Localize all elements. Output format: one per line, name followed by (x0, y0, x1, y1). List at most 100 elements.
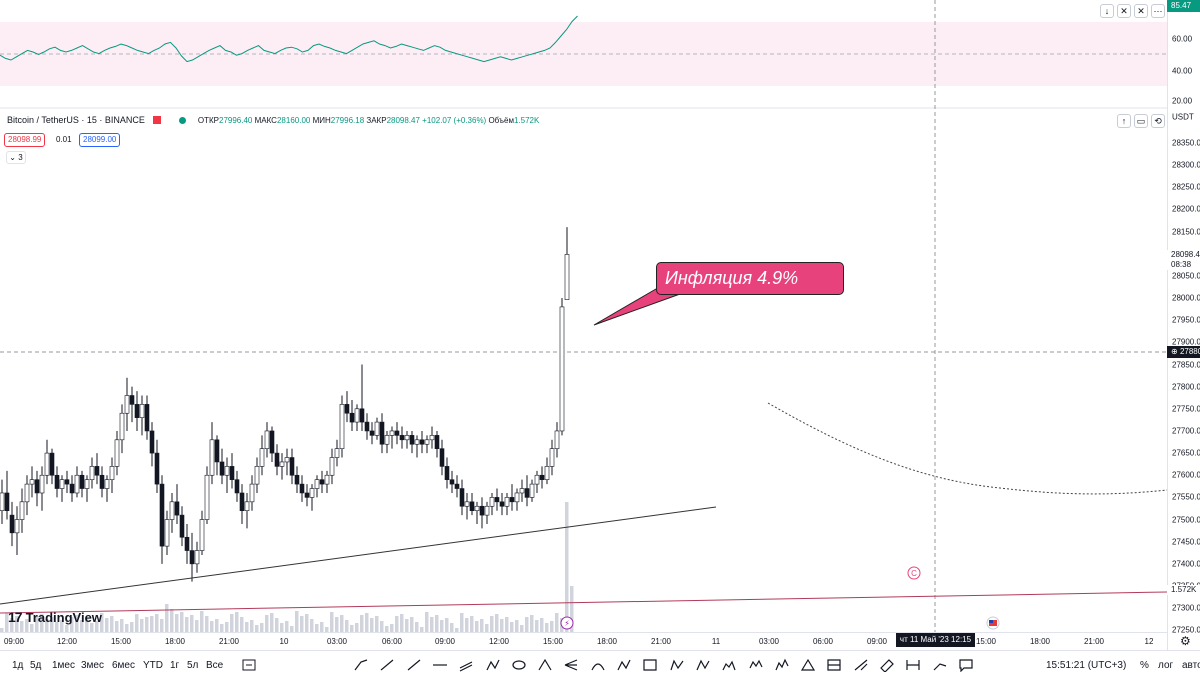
head-shoulders-icon[interactable] (720, 656, 738, 674)
settings-gear-icon[interactable]: ⚙ (1180, 634, 1191, 648)
plus-icon: ⊕ (1171, 347, 1180, 356)
candle-body (139, 404, 145, 418)
rsi-more-button[interactable]: ⋯ (1151, 4, 1165, 18)
candle-body (114, 439, 120, 467)
candle-body (509, 497, 515, 503)
goto-date-icon[interactable] (240, 656, 258, 674)
price-tick: 27550.00 (1172, 492, 1200, 502)
trend-line-support[interactable] (0, 506, 717, 605)
symbol-legend[interactable]: Bitcoin / TetherUS · 15 · BINANCE ОТКР27… (7, 115, 539, 125)
long-position-icon[interactable] (825, 656, 843, 674)
price-tick: 27750.00 (1172, 404, 1200, 414)
horizontal-line-icon[interactable] (431, 656, 449, 674)
timeframe-button[interactable]: 6мес (112, 660, 135, 671)
low-label: МИН (312, 115, 331, 125)
polyline-icon[interactable] (536, 656, 554, 674)
indicators-collapse-button[interactable]: ⌄ 3 (6, 151, 26, 164)
rsi-level-60: 60.00 (1172, 34, 1193, 44)
comment-icon[interactable] (957, 656, 975, 674)
volume-bar (270, 613, 274, 632)
lightning-glyph: ⚡ (564, 619, 570, 628)
pen-tool-icon[interactable] (352, 656, 370, 674)
abcd-icon[interactable] (694, 656, 712, 674)
candle-body (364, 421, 370, 432)
candle-body (539, 474, 545, 480)
volume-bar (300, 616, 304, 632)
volume-bar (470, 616, 474, 632)
projection-curve[interactable] (767, 402, 1167, 495)
clock-label[interactable]: 15:51:21 (UTC+3) (1046, 660, 1127, 671)
candle-body (394, 430, 400, 436)
time-tick: 12 (1144, 637, 1154, 646)
trend-line-icon[interactable] (378, 656, 396, 674)
triangle-icon[interactable] (799, 656, 817, 674)
rsi-close-button[interactable]: ✕ (1134, 4, 1148, 18)
time-tick: 21:00 (218, 637, 240, 646)
pane-restore-button[interactable]: ⟲ (1151, 114, 1165, 128)
log-toggle[interactable]: лог (1158, 660, 1174, 671)
candle-body (184, 536, 190, 551)
candle-body (224, 466, 230, 476)
rsi-move-down-button[interactable]: ↓ (1100, 4, 1114, 18)
price-tick: 28250.00 (1172, 182, 1200, 192)
inflation-callout[interactable]: Инфляция 4.9% (656, 262, 844, 295)
path-icon[interactable] (484, 656, 502, 674)
xabcd-icon[interactable] (668, 656, 686, 674)
time-axis[interactable]: 09:00 12:00 15:00 18:00 21:00 10 03:00 06:00 09:… (0, 632, 1167, 650)
bid-price-box[interactable]: 28098.99 (4, 133, 46, 147)
volume-bar (520, 625, 524, 632)
projection-icon[interactable] (852, 656, 870, 674)
trend-line-red[interactable] (0, 591, 1167, 614)
timeframe-button[interactable]: 3мес (81, 660, 104, 671)
volume-bars (0, 502, 574, 632)
timeframe-button[interactable]: YTD (143, 660, 163, 671)
volume-bar (455, 628, 459, 632)
timeframe-button[interactable]: 1д (12, 660, 24, 671)
channel-icon[interactable] (457, 656, 475, 674)
wave-icon[interactable] (747, 656, 765, 674)
volume-bar (525, 617, 529, 632)
candle-body (499, 501, 505, 507)
volume-bar (140, 619, 144, 632)
zigzag-icon[interactable] (615, 656, 633, 674)
volume-bar (570, 586, 574, 632)
event-lightning-icon[interactable] (560, 616, 574, 630)
currency-label[interactable]: USDT (1172, 112, 1194, 122)
percent-toggle[interactable]: % (1140, 660, 1149, 671)
pitchfork-icon[interactable] (562, 656, 580, 674)
elliott-icon[interactable] (773, 656, 791, 674)
timeframe-button[interactable]: 1мес (52, 660, 75, 671)
candle-body (179, 514, 185, 538)
pane-move-up-button[interactable]: ↑ (1117, 114, 1131, 128)
tradingview-logo[interactable]: 17 TradingView (8, 609, 102, 625)
price-scale[interactable]: 60.00 40.00 20.00 USDT 28350.00 28300.00 2… (1167, 0, 1200, 650)
ray-icon[interactable] (405, 656, 423, 674)
timeframe-button[interactable]: 1г (170, 660, 180, 671)
pane-maximize-button[interactable]: ▭ (1134, 114, 1148, 128)
ask-price-box[interactable]: 28099.00 (79, 133, 121, 147)
timeframe-button[interactable]: 5л (187, 660, 199, 671)
price-tick: 27500.00 (1172, 515, 1200, 525)
date-range-icon[interactable] (904, 656, 922, 674)
candle-body (119, 412, 125, 441)
volume-bar (135, 614, 139, 632)
volume-bar (445, 618, 449, 632)
ellipse-icon[interactable] (510, 656, 528, 674)
candle-body (479, 505, 485, 516)
forecast-icon[interactable] (931, 656, 949, 674)
volume-value: 1.572K (513, 115, 540, 125)
rectangle-icon[interactable] (641, 656, 659, 674)
copyright-icon[interactable] (907, 566, 921, 580)
candle-body (564, 254, 570, 300)
auto-toggle[interactable]: авто (1182, 660, 1200, 671)
timeframe-button[interactable]: Все (206, 660, 224, 671)
volume-bar (10, 618, 14, 632)
rsi-maximize-button[interactable]: ✕ (1117, 4, 1131, 18)
volume-bar (125, 624, 129, 632)
symbol-title[interactable]: Bitcoin / TetherUS · 15 · BINANCE (7, 115, 145, 125)
ruler-icon[interactable] (878, 656, 896, 674)
price-chart[interactable]: C ⚡ (0, 0, 1167, 650)
flag-icon[interactable] (152, 116, 161, 124)
timeframe-button[interactable]: 5д (30, 660, 42, 671)
arc-icon[interactable] (589, 656, 607, 674)
